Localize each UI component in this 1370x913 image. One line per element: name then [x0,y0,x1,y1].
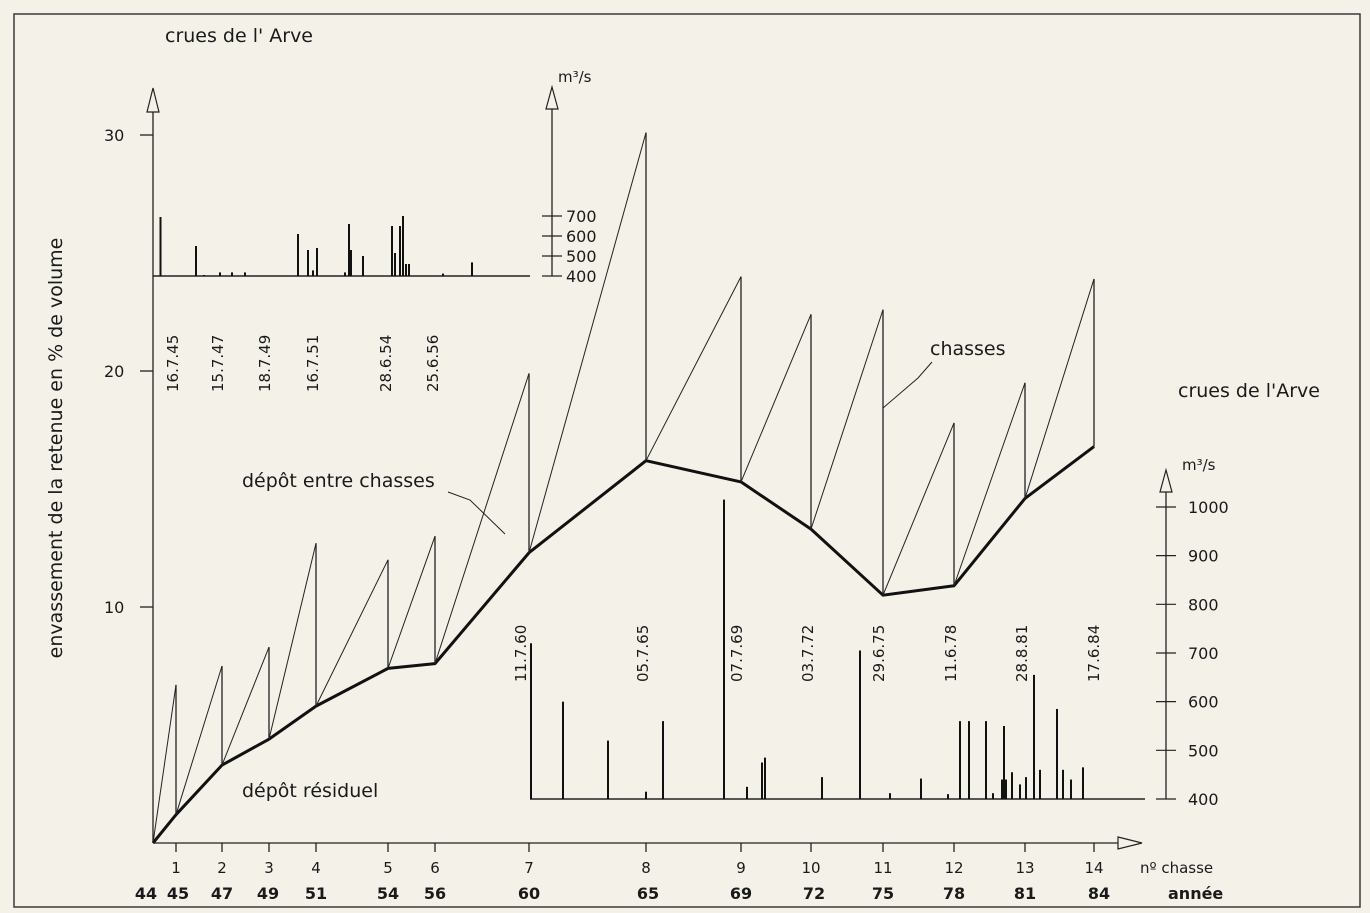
chasse-rise [645,276,742,461]
x-tick-label: 13 [1015,859,1034,877]
flood-date-label: 28.8.81 [1013,625,1031,682]
x-axis-arrow [1117,836,1143,850]
series-group [151,132,1095,844]
x-tick-label: 3 [264,859,274,877]
year-label: 84 [1088,884,1110,903]
flood-date-label: 29.6.75 [870,625,888,682]
chasse-rise [810,309,884,530]
flood-panel-bottom: 400 500 600 700 800 900 1000 m³/s 11.7.60 05.7.65… [512,456,1229,809]
chasse-rise [175,665,223,815]
x-tick-label: 6 [430,859,440,877]
chasse-rise [221,646,270,766]
panel-bottom-title: crues de l'Arve [1178,380,1320,402]
year-label: 60 [518,884,540,903]
year-label: 54 [377,884,399,903]
year-label: 75 [872,884,894,903]
chasse-rise [882,422,955,596]
year-label: 65 [637,884,659,903]
panel-axis-arrow [1159,467,1173,493]
y-axis-label: envassement de la retenue en % de volume [45,238,67,659]
flood-date-label: 16.7.45 [164,335,182,392]
leader-chasses [882,361,933,409]
year-label: 45 [167,884,189,903]
y-tick-label: 30 [104,126,124,145]
flood-date-label: 15.7.47 [209,335,227,392]
year-label: 78 [943,884,965,903]
chasse-rise [152,684,177,844]
panel-tick-label: 500 [1188,741,1219,760]
year-label: 69 [730,884,752,903]
chasse-rise [315,559,389,707]
flood-date-label: 07.7.69 [728,625,746,682]
y-axis-arrow [146,87,160,113]
chasse-rise [268,543,317,740]
panel-tick-label: 600 [1188,693,1219,712]
year-label: 72 [803,884,825,903]
panel-unit: m³/s [1182,456,1216,474]
panel-tick-label: 500 [566,247,597,266]
x-tick-label: 8 [641,859,651,877]
leader-depot-entre [447,491,506,535]
year-label: 81 [1014,884,1036,903]
x-tick-label: 10 [801,859,820,877]
chasse-rise [1024,278,1095,499]
year-label: 47 [211,884,233,903]
panel-tick-label: 600 [566,227,597,246]
panel-tick-label: 800 [1188,595,1219,614]
flood-date-label: 05.7.65 [634,625,652,682]
chasse-rise [528,132,647,553]
annotation-chasses: chasses [930,338,1006,360]
panel-tick-label: 400 [566,267,597,286]
panel-tick-label: 1000 [1188,498,1229,517]
x-tick-label: 12 [944,859,963,877]
chasse-rise [434,373,530,664]
x-tick-label: 7 [524,859,534,877]
flood-date-label: 17.6.84 [1085,625,1103,682]
panel-tick-label: 900 [1188,547,1219,566]
flood-date-label: 11.7.60 [512,625,530,682]
year-label: 51 [305,884,327,903]
flood-date-label: 18.7.49 [256,335,274,392]
x-tick-label: 4 [311,859,321,877]
x-tick-label: 2 [217,859,227,877]
y-tick-label: 10 [104,598,124,617]
panel-unit: m³/s [558,68,592,86]
chasse-rise [387,536,436,669]
x-tick-label: 1 [171,859,181,877]
panel-tick-label: 700 [566,207,597,226]
annotation-depot-residuel: dépôt résiduel [242,780,378,802]
flood-date-label: 11.6.78 [942,625,960,682]
year-label: 56 [424,884,446,903]
x-axis-label-chasse: nº chasse [1140,859,1213,877]
flood-date-label: 03.7.72 [799,625,817,682]
y-tick-label: 20 [104,362,124,381]
annotation-depot-entre: dépôt entre chasses [242,470,435,492]
panel-tick-label: 700 [1188,644,1219,663]
panel-axis-arrow [545,84,559,110]
flood-date-label: 16.7.51 [304,335,322,392]
panel-tick-label: 400 [1188,790,1219,809]
panel-top-title: crues de l' Arve [165,25,313,47]
chasse-rise [953,382,1026,586]
flood-date-label: 28.6.54 [377,335,395,392]
x-tick-label: 5 [383,859,393,877]
chasse-rise [740,314,812,483]
x-tick-label: 9 [736,859,746,877]
x-tick-label: 11 [873,859,892,877]
flood-date-label: 25.6.56 [424,335,442,392]
year-label: 49 [257,884,279,903]
frame [13,13,1361,908]
year-label: 44 [135,884,157,903]
x-tick-label: 14 [1084,859,1103,877]
x-axis-label-year: année [1168,884,1223,903]
